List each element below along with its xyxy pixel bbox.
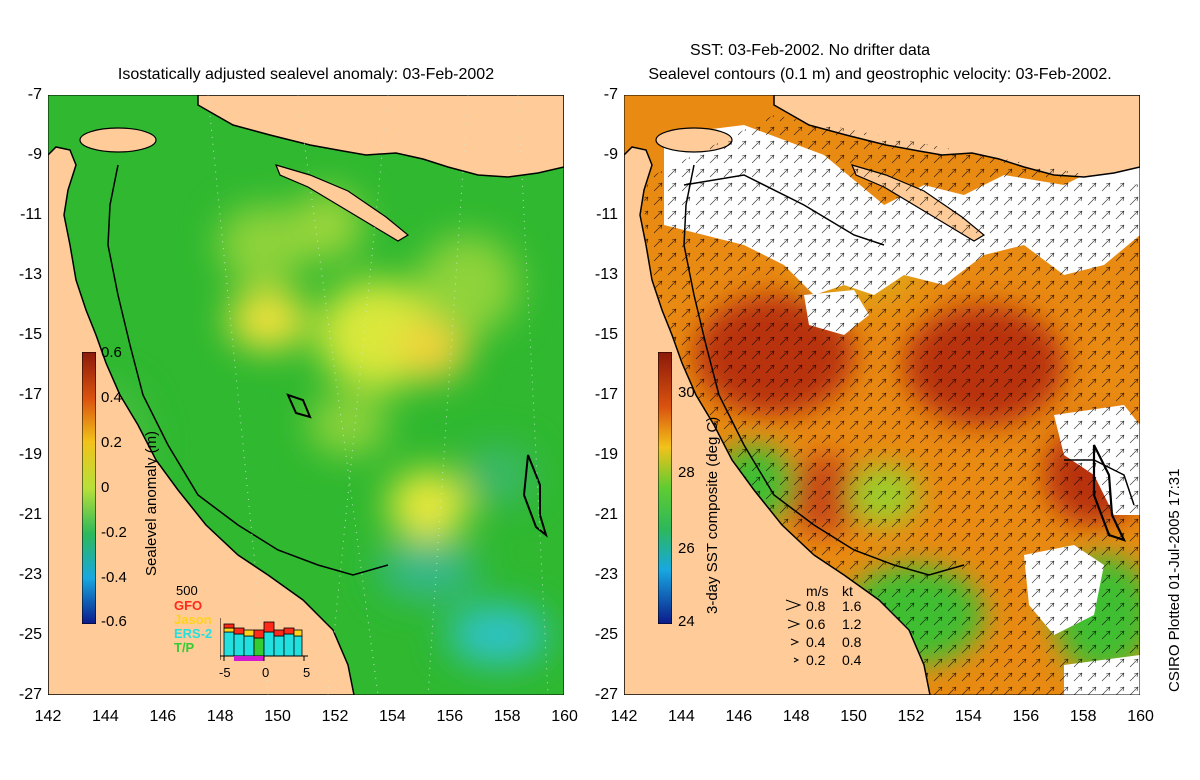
sst-map	[624, 95, 1140, 695]
sla-cb-tick: 0.4	[101, 389, 122, 406]
y-tick-label: -13	[18, 266, 42, 283]
hist-tick: -5	[219, 665, 231, 680]
sealevel-anomaly-map	[48, 95, 564, 695]
velocity-legend-kt: 1.2	[842, 616, 862, 632]
mission-jason: Jason	[174, 612, 212, 627]
x-tick-label: 150	[264, 708, 291, 725]
y-tick-label: -7	[27, 86, 42, 103]
x-tick-label: 156	[1012, 708, 1040, 725]
x-tick-label: 152	[897, 708, 925, 725]
y-tick-label: -25	[594, 626, 618, 643]
x-tick-label: 154	[379, 708, 406, 725]
y-tick-label: -11	[20, 206, 42, 223]
velocity-legend-arrows	[785, 599, 802, 663]
x-tick-label: 154	[955, 708, 982, 725]
sst-cb-tick: 26	[678, 540, 695, 557]
velocity-legend-ms: 0.4	[806, 634, 826, 650]
sealevel-colorbar	[82, 352, 96, 624]
x-tick-label: 148	[782, 708, 810, 725]
y-tick-label: -11	[596, 206, 618, 223]
sla-cb-tick: 0.6	[101, 344, 122, 361]
y-tick-label: -27	[594, 686, 618, 703]
y-tick-label: -17	[18, 386, 42, 403]
y-tick-label: -13	[594, 266, 618, 283]
velocity-legend-ms: 0.8	[806, 598, 826, 614]
x-tick-label: 158	[1069, 708, 1097, 725]
sla-colorbar-label: Sealevel anomaly (m)	[143, 430, 160, 576]
sla-cb-tick: 0.2	[101, 434, 122, 451]
x-tick-label: 142	[610, 708, 638, 725]
y-tick-label: -21	[18, 506, 42, 523]
y-tick-label: -19	[18, 446, 42, 463]
sst-colorbar-label: 3-day SST composite (deg C)	[704, 416, 721, 614]
velocity-legend-ms: 0.2	[806, 652, 826, 668]
sst-cb-tick: 30	[678, 384, 695, 401]
sst-cb-tick: 24	[678, 613, 695, 630]
hist-tick: 5	[303, 665, 311, 680]
sst-cb-tick: 28	[678, 464, 695, 481]
y-tick-label: -9	[27, 146, 42, 163]
velocity-legend-kt: 0.4	[842, 652, 862, 668]
mission-ers2: ERS-2	[174, 626, 213, 641]
x-tick-label: 144	[92, 708, 119, 725]
y-tick-label: -15	[594, 326, 618, 343]
mission-tp: T/P	[174, 640, 195, 655]
y-tick-label: -27	[18, 686, 42, 703]
velocity-legend-kt: 1.6	[842, 598, 862, 614]
mission-gfo: GFO	[174, 598, 203, 613]
x-tick-label: 160	[551, 708, 578, 725]
x-tick-label: 148	[206, 708, 234, 725]
velocity-legend-header-kt: kt	[842, 583, 853, 599]
x-tick-label: 146	[149, 708, 177, 725]
right-map-title-line1: SST: 03-Feb-2002. No drifter data	[689, 42, 931, 59]
sst-colorbar	[658, 352, 672, 624]
left-map-title: Isostatically adjusted sealevel anomaly:…	[117, 66, 495, 83]
velocity-legend-kt: 0.8	[842, 634, 862, 650]
new-guinea-land	[197, 95, 564, 178]
y-tick-label: -19	[594, 446, 618, 463]
y-tick-label: -7	[603, 86, 618, 103]
y-tick-label: -23	[18, 566, 42, 583]
y-tick-label: -9	[603, 146, 618, 163]
sla-cb-tick: -0.6	[101, 613, 127, 630]
y-tick-label: -25	[18, 626, 42, 643]
sla-cb-tick: -0.2	[101, 524, 127, 541]
sla-cb-tick: 0	[101, 479, 110, 496]
x-tick-label: 142	[34, 708, 62, 725]
y-tick-label: -17	[594, 386, 618, 403]
y-tick-label: -21	[594, 506, 618, 523]
x-tick-label: 160	[1127, 708, 1154, 725]
y-tick-label: -15	[18, 326, 42, 343]
australia-land	[48, 146, 355, 695]
velocity-legend-header-ms: m/s	[806, 583, 829, 599]
plot-credit: CSIRO Plotted 01-Jul-2005 17:31	[1166, 468, 1183, 692]
x-tick-label: 146	[725, 708, 753, 725]
velocity-arrows	[644, 115, 1140, 695]
right-map-title-line2: Sealevel contours (0.1 m) and geostrophi…	[648, 66, 1112, 83]
x-tick-label: 144	[668, 708, 695, 725]
x-tick-label: 150	[840, 708, 867, 725]
x-tick-label: 158	[493, 708, 521, 725]
velocity-legend-ms: 0.6	[806, 616, 826, 632]
y-tick-label: -23	[594, 566, 618, 583]
hist-tick: 0	[262, 665, 270, 680]
hist-count-label: 500	[176, 583, 198, 598]
x-tick-label: 152	[321, 708, 349, 725]
sla-cb-tick: -0.4	[101, 569, 127, 586]
altimeter-histogram	[220, 618, 308, 661]
x-tick-label: 156	[436, 708, 464, 725]
